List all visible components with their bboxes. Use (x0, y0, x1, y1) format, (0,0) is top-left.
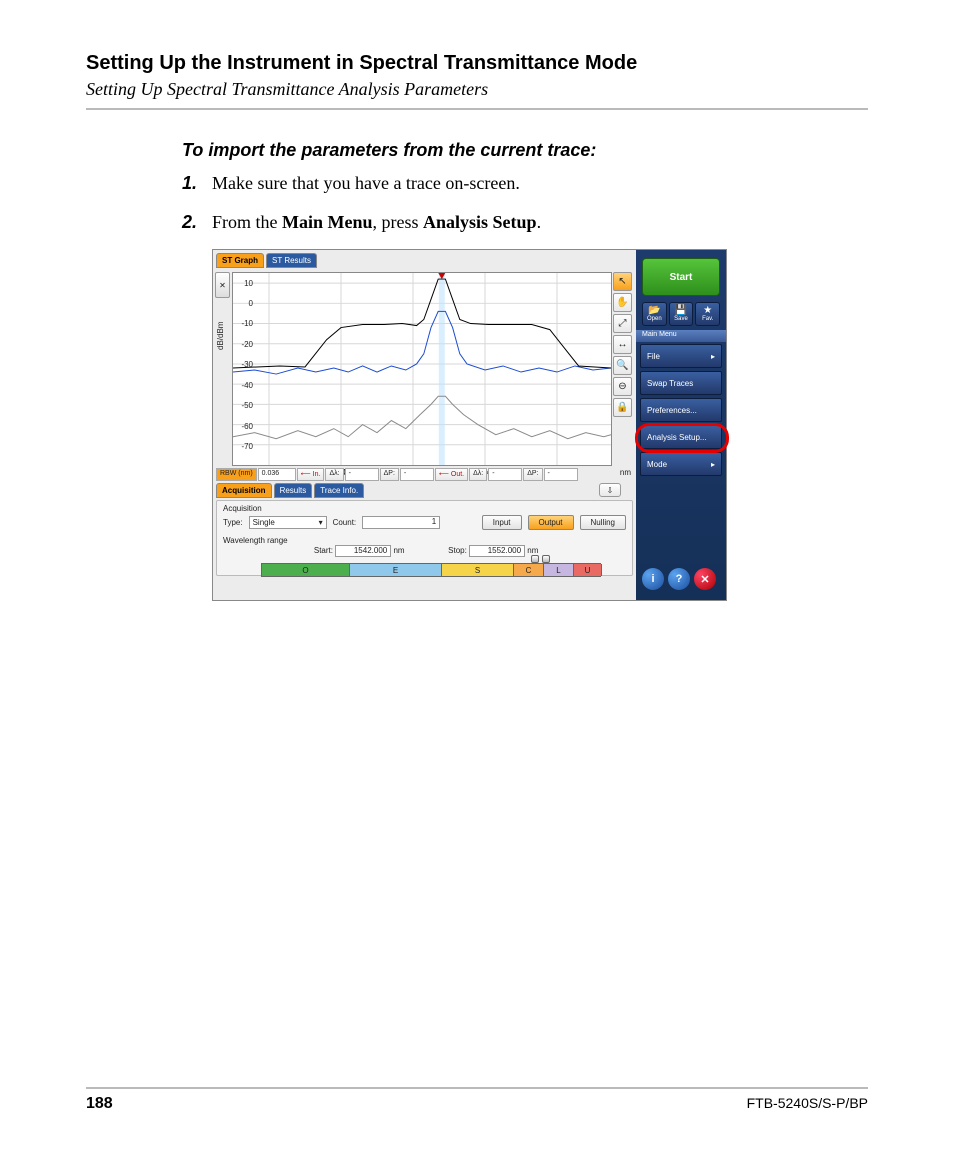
main-menu-header: Main Menu (636, 330, 726, 342)
band-u: U (574, 564, 602, 576)
y-tick: -20 (239, 340, 253, 349)
menu-analysis-setup[interactable]: Analysis Setup... (640, 425, 722, 449)
page-title: Setting Up the Instrument in Spectral Tr… (86, 52, 868, 75)
rbw-label: RBW (nm) (216, 468, 257, 481)
page-number: 188 (86, 1095, 113, 1113)
collapse-panel-button[interactable]: ⇩ (599, 483, 621, 497)
step-number: 2. (182, 210, 212, 235)
range-knob-stop[interactable] (542, 555, 550, 563)
menu-mode[interactable]: Mode▸ (640, 452, 722, 476)
zoom-xy-icon[interactable]: ⤢ (613, 314, 632, 333)
y-tick: 10 (239, 279, 253, 288)
y-tick: -10 (239, 319, 253, 328)
tab-trace-info[interactable]: Trace Info. (314, 483, 364, 498)
zoom-full-icon[interactable]: 🔍 (613, 356, 632, 375)
zoom-x-icon[interactable]: ↔ (613, 335, 632, 354)
close-button[interactable]: ✕ (694, 568, 716, 590)
stat-out-label: ⟵ Out. (435, 468, 468, 481)
y-tick: -60 (239, 422, 253, 431)
step-number: 1. (182, 171, 212, 196)
y-tick: -50 (239, 401, 253, 410)
stat-dp-label: ΔP: (380, 468, 399, 481)
hand-icon[interactable]: ✋ (613, 293, 632, 312)
stat-dp-label2: ΔP: (523, 468, 542, 481)
fav-button[interactable]: ★Fav. (695, 302, 720, 326)
wavelength-range-label: Wavelength range (223, 536, 288, 545)
start-unit: nm (393, 546, 404, 555)
divider (86, 108, 868, 110)
y-axis-label: dB/dBm (216, 322, 225, 350)
step-text: From the Main Menu, press Analysis Setup… (212, 210, 822, 235)
tab-acquisition[interactable]: Acquisition (216, 483, 272, 498)
zoom-out-icon[interactable]: ⊖ (613, 377, 632, 396)
section-heading: To import the parameters from the curren… (182, 140, 822, 161)
save-button[interactable]: 💾Save (669, 302, 694, 326)
info-button[interactable]: i (642, 568, 664, 590)
nulling-button[interactable]: Nulling (580, 515, 626, 530)
model-number: FTB-5240S/S-P/BP (747, 1095, 868, 1113)
band-l: L (544, 564, 574, 576)
stat-in-label: ⟵ In. (297, 468, 325, 481)
spectrum-chart: 100-10-20-30-40-50-60-70 154215441546154… (232, 272, 612, 466)
stat-dp-out: - (544, 468, 578, 481)
status-bar: RBW (nm) 0.036 ⟵ In. Δλ: - ΔP: - ⟵ Out. … (216, 468, 633, 481)
menu-file[interactable]: File▸ (640, 344, 722, 368)
output-button[interactable]: Output (528, 515, 574, 530)
y-tick: -40 (239, 381, 253, 390)
start-label: Start: (223, 546, 333, 555)
tab-results[interactable]: Results (274, 483, 313, 498)
y-tick: -70 (239, 442, 253, 451)
y-tick: 0 (239, 299, 253, 308)
open-button[interactable]: 📂Open (642, 302, 667, 326)
tab-st-results[interactable]: ST Results (266, 253, 317, 268)
input-button[interactable]: Input (482, 515, 522, 530)
stat-dlambda-out: - (488, 468, 522, 481)
band-e: E (350, 564, 442, 576)
count-input[interactable]: 1 (362, 516, 440, 529)
lock-icon[interactable]: 🔒 (613, 398, 632, 417)
band-c: C (514, 564, 544, 576)
band-s: S (442, 564, 514, 576)
range-knob-start[interactable] (531, 555, 539, 563)
count-label: Count: (333, 518, 357, 527)
stat-dlambda-label2: Δλ: (469, 468, 487, 481)
type-select[interactable]: Single▾ (249, 516, 327, 529)
stat-dp-in: - (400, 468, 434, 481)
stat-dlambda-label: Δλ: (325, 468, 343, 481)
menu-preferences[interactable]: Preferences... (640, 398, 722, 422)
main-menu-sidebar: Start 📂Open💾Save★Fav. Main Menu File▸ Swa… (636, 250, 726, 600)
cursor-icon[interactable]: ↖ (613, 272, 632, 291)
stat-dlambda-in: - (345, 468, 379, 481)
app-screenshot: ST Graph ST Results ✕ 10 0 -10 -20 -30 -40 -50… (212, 249, 727, 601)
start-button[interactable]: Start (642, 258, 720, 296)
band-o: O (262, 564, 350, 576)
tab-st-graph[interactable]: ST Graph (216, 253, 264, 268)
help-button[interactable]: ? (668, 568, 690, 590)
page-subtitle: Setting Up Spectral Transmittance Analys… (86, 79, 868, 100)
wavelength-bands-bar: OESCLU (261, 563, 601, 577)
stop-label: Stop: (407, 546, 467, 555)
page-footer: 188 FTB-5240S/S-P/BP (86, 1087, 868, 1113)
step-text: Make sure that you have a trace on-scree… (212, 171, 822, 196)
rbw-value: 0.036 (258, 468, 296, 481)
type-label: Type: (223, 518, 243, 527)
menu-swap-traces[interactable]: Swap Traces (640, 371, 722, 395)
stop-unit: nm (527, 546, 538, 555)
y-tick: -30 (239, 360, 253, 369)
marker-tool-icon[interactable]: ✕ (215, 272, 230, 298)
acq-heading: Acquisition (223, 504, 626, 513)
